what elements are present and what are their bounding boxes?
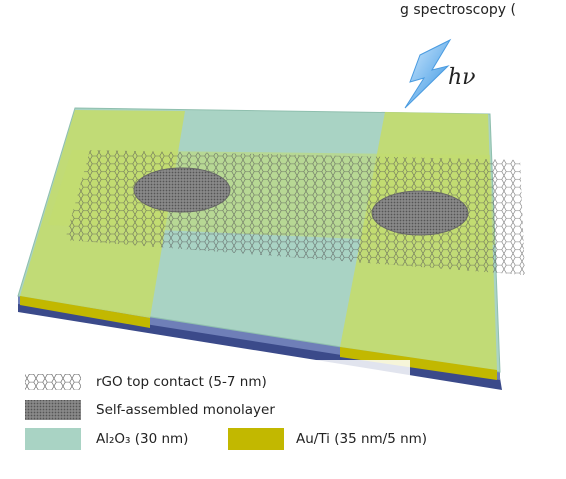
- legend-swatch: [25, 374, 81, 390]
- legend-label: Au/Ti (35 nm/5 nm): [296, 431, 427, 447]
- device-diagram: g spectroscopy ( hν rGO top contact (5-7…: [0, 0, 566, 479]
- photon-label: hν: [448, 65, 476, 90]
- legend-swatch: [25, 400, 81, 420]
- sam-well: [372, 191, 468, 235]
- legend-label: Al₂O₃ (30 nm): [96, 431, 188, 447]
- legend-swatch: [228, 428, 284, 450]
- legend-swatch: [25, 428, 81, 450]
- legend-label: Self-assembled monolayer: [96, 402, 275, 418]
- sam-well: [134, 168, 230, 212]
- figure: g spectroscopy ( hν rGO top contact (5-7…: [0, 0, 566, 479]
- caption-fragment: g spectroscopy (: [400, 2, 516, 18]
- light-bolt: [405, 40, 450, 108]
- legend-label: rGO top contact (5-7 nm): [96, 374, 267, 390]
